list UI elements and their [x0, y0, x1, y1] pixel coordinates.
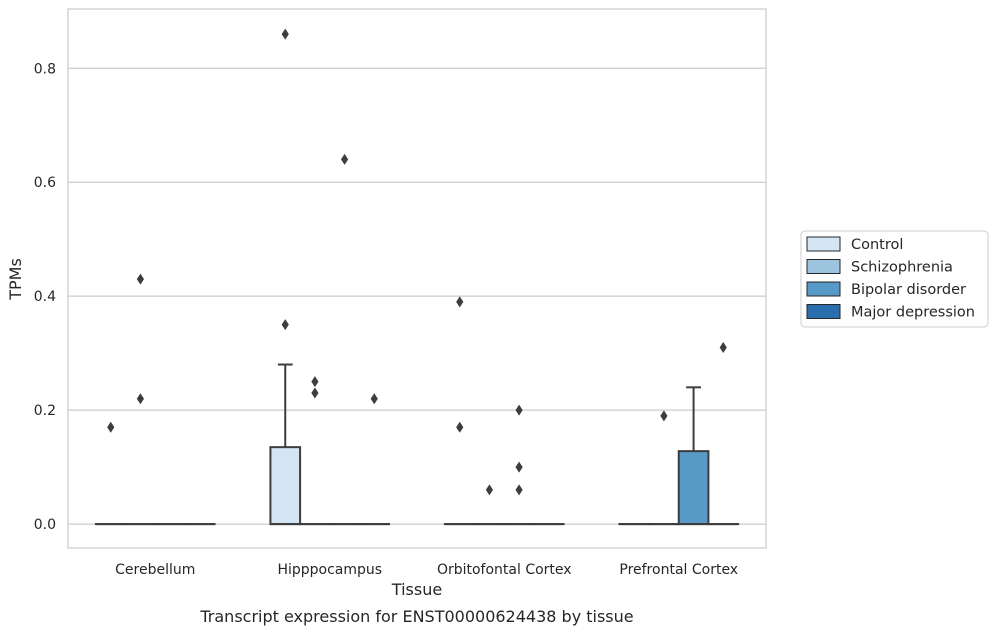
- y-tick-label: 0.6: [34, 175, 56, 191]
- legend-swatch: [806, 259, 841, 274]
- outlier-point: [485, 484, 494, 496]
- x-tick-label: Cerebellum: [115, 562, 195, 578]
- legend-label: Major depression: [851, 305, 975, 321]
- outlier-point: [515, 484, 523, 496]
- y-axis-label: TPMs: [6, 258, 25, 301]
- x-tick-label: Prefrontal Cortex: [619, 562, 738, 578]
- x-axis-ticks: Cerebellum Hipppocampus Orbitofontal Corte…: [115, 562, 738, 578]
- box: [648, 410, 680, 526]
- box: [328, 153, 361, 526]
- outlier-point: [340, 153, 349, 165]
- outlier-point: [515, 404, 523, 416]
- box: [299, 376, 331, 526]
- gridlines: [68, 67, 766, 525]
- outlier-point: [311, 376, 319, 388]
- legend-swatch: [806, 236, 841, 252]
- plot-area-frame: [67, 8, 767, 549]
- box: [358, 393, 391, 526]
- legend-items: Control Schizophrenia Bipolar disorder Majo…: [806, 236, 975, 321]
- box: [677, 386, 710, 526]
- outlier-point: [136, 273, 145, 285]
- outlier-point: [136, 393, 145, 405]
- box: [473, 484, 506, 526]
- boxes: [94, 28, 740, 526]
- legend-label: Control: [851, 237, 903, 253]
- y-tick-label: 0.2: [34, 403, 56, 419]
- outlier-point: [456, 421, 464, 433]
- outlier-point: [281, 28, 289, 40]
- x-tick-label: Hipppocampus: [277, 562, 382, 578]
- outlier-point: [311, 387, 319, 399]
- legend-swatch: [806, 304, 841, 319]
- box: [94, 421, 127, 526]
- legend-label: Schizophrenia: [851, 260, 953, 276]
- outlier-point: [456, 296, 464, 308]
- outlier-point: [107, 421, 115, 433]
- y-tick-label: 0.4: [34, 289, 56, 305]
- outlier-point: [660, 410, 668, 422]
- x-axis-label: Tissue: [391, 580, 442, 599]
- box: [503, 404, 535, 526]
- box-body: [677, 450, 710, 526]
- y-tick-label: 0.0: [34, 517, 56, 533]
- y-tick-label: 0.8: [34, 61, 56, 77]
- box: [124, 273, 157, 526]
- legend: Control Schizophrenia Bipolar disorder Majo…: [800, 230, 989, 328]
- box-body: [269, 446, 302, 526]
- outlier-point: [719, 341, 727, 353]
- outlier-point: [515, 461, 523, 473]
- y-axis-ticks: 0.0 0.2 0.4 0.6 0.8: [34, 61, 56, 533]
- outlier-point: [370, 393, 378, 405]
- legend-frame: [800, 230, 989, 328]
- box: [707, 341, 740, 526]
- outlier-point: [281, 319, 289, 331]
- legend-label: Bipolar disorder: [851, 282, 966, 298]
- x-tick-label: Orbitofontal Cortex: [437, 562, 572, 578]
- legend-swatch: [806, 281, 841, 297]
- box: [269, 28, 302, 526]
- chart-caption: Transcript expression for ENST0000062443…: [199, 607, 633, 626]
